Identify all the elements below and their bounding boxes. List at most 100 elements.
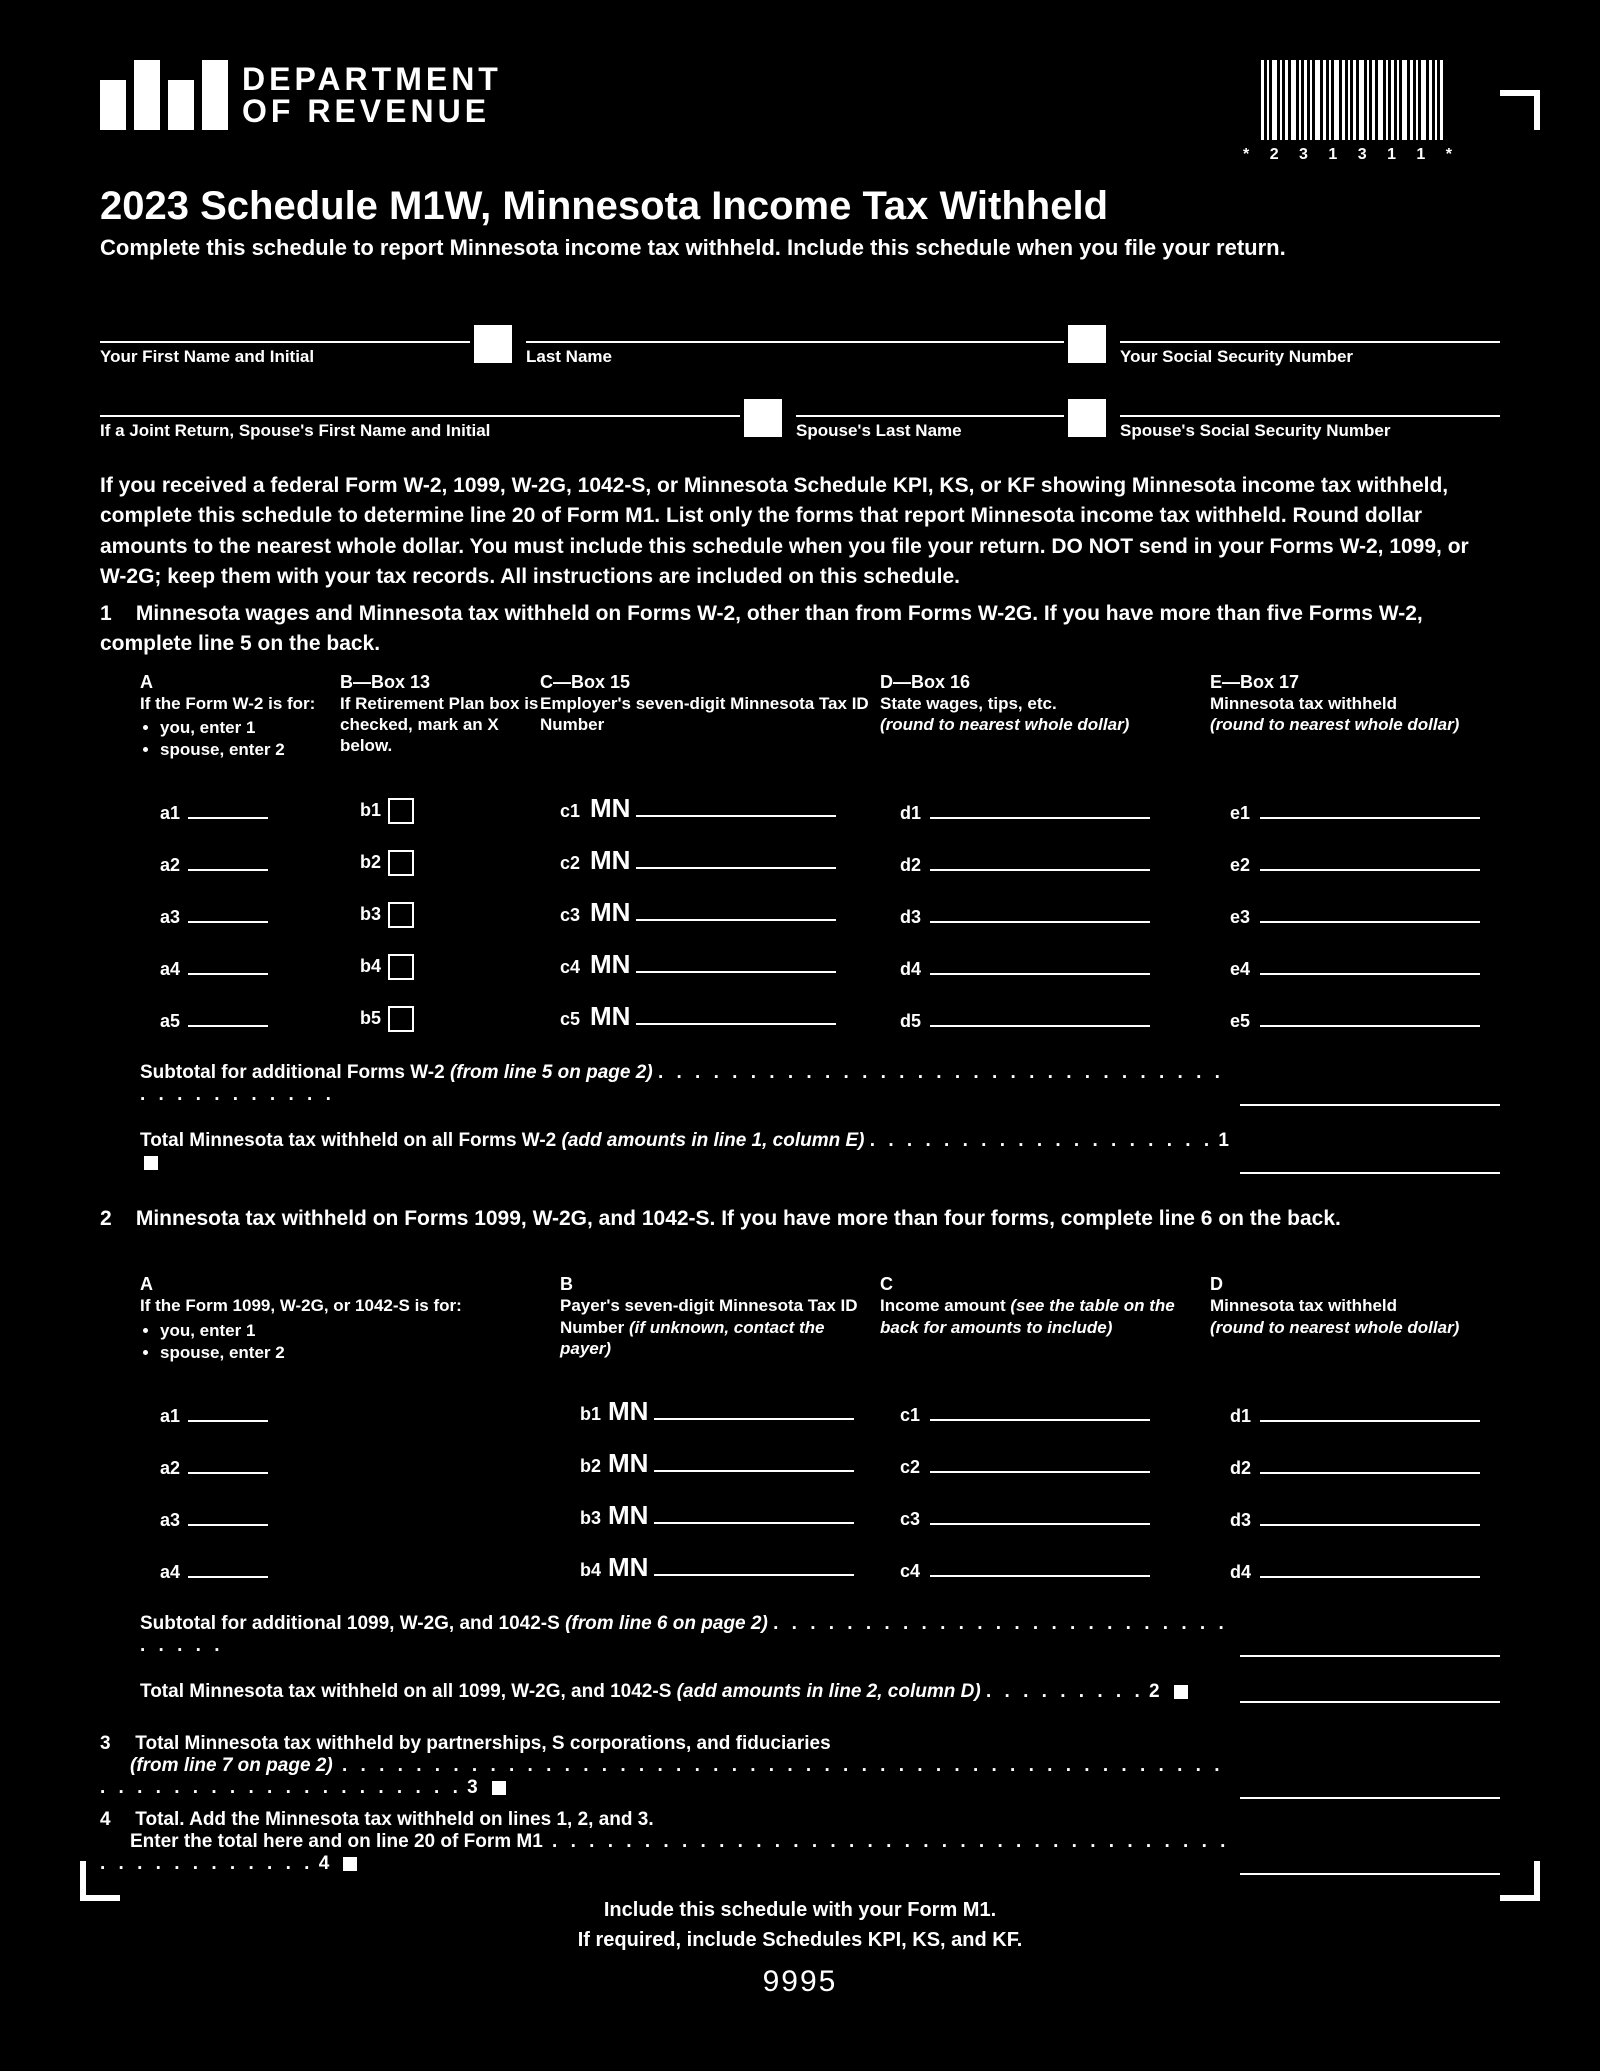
last-name-label: Last Name <box>526 347 1064 367</box>
col-a-b2: spouse, enter 2 <box>160 740 340 760</box>
w2-row: a4b4c4MNd4e4 <box>160 928 1500 980</box>
w2-a-input[interactable] <box>188 905 268 923</box>
s2-col-d-sub: Minnesota tax withheld(round to nearest … <box>1210 1295 1500 1338</box>
w2-c-input[interactable] <box>636 1005 836 1025</box>
w2-row: a5b5c5MNd5e5 <box>160 980 1500 1032</box>
section2-total-input[interactable] <box>1240 1681 1500 1703</box>
identity-block: Your First Name and Initial Last Name Yo… <box>100 311 1500 441</box>
line-1-number: 1 <box>100 599 130 629</box>
line-4-number: 4 <box>100 1809 130 1831</box>
f1099-d-input[interactable] <box>1260 1508 1480 1526</box>
f1099-b-input[interactable] <box>654 1504 854 1524</box>
barcode-label: * 2 3 1 3 1 1 * <box>1243 146 1460 164</box>
col-e-head: E—Box 17 <box>1210 672 1500 693</box>
crop-mark-tr <box>1500 90 1540 130</box>
f1099-b-input[interactable] <box>654 1452 854 1472</box>
section2-subtotal-input[interactable] <box>1240 1635 1500 1657</box>
f1099-a-input[interactable] <box>188 1404 268 1422</box>
section3-input[interactable] <box>1240 1777 1500 1799</box>
s2-col-b-head: B <box>560 1274 880 1295</box>
f1099-a-input[interactable] <box>188 1456 268 1474</box>
w2-e-input[interactable] <box>1260 905 1480 923</box>
s2-col-a-head: A <box>140 1274 560 1295</box>
f1099-d-input[interactable] <box>1260 1404 1480 1422</box>
w2-d-input[interactable] <box>930 957 1150 975</box>
last-name-input[interactable] <box>526 311 1064 343</box>
form1099-row: a1b1MNc1d1 <box>160 1375 1500 1427</box>
spouse-first-name-input[interactable] <box>100 385 740 417</box>
f1099-c-input[interactable] <box>930 1505 1150 1525</box>
s2-col-a-b1: you, enter 1 <box>160 1321 560 1341</box>
barcode-icon <box>1243 60 1460 140</box>
separator-box <box>474 325 512 363</box>
w2-d-input[interactable] <box>930 853 1150 871</box>
dept-line2: OF REVENUE <box>242 95 502 127</box>
section1-total-input[interactable] <box>1240 1152 1500 1174</box>
section1-headers: A If the Form W-2 is for: you, enter 1 s… <box>100 672 1500 762</box>
f1099-b-input[interactable] <box>654 1400 854 1420</box>
f1099-c-input[interactable] <box>930 1401 1150 1421</box>
spouse-last-name-input[interactable] <box>796 385 1064 417</box>
f1099-c-input[interactable] <box>930 1557 1150 1577</box>
marker-icon <box>492 1781 506 1795</box>
section1-rows: a1b1c1MNd1e1a2b2c2MNd2e2a3b3c3MNd3e3a4b4… <box>100 772 1500 1032</box>
w2-b-checkbox[interactable] <box>388 798 414 824</box>
first-name-input[interactable] <box>100 311 470 343</box>
w2-e-input[interactable] <box>1260 957 1480 975</box>
spouse-ssn-label: Spouse's Social Security Number <box>1120 421 1500 441</box>
form-subtitle: Complete this schedule to report Minneso… <box>100 235 1500 261</box>
w2-a-input[interactable] <box>188 853 268 871</box>
w2-a-input[interactable] <box>188 957 268 975</box>
w2-c-input[interactable] <box>636 901 836 921</box>
mn-logo-icon <box>100 60 230 130</box>
section2-headers: A If the Form 1099, W-2G, or 1042-S is f… <box>100 1274 1500 1364</box>
w2-c-input[interactable] <box>636 797 836 817</box>
f1099-c-input[interactable] <box>930 1453 1150 1473</box>
marker-icon <box>1174 1685 1188 1699</box>
w2-b-checkbox[interactable] <box>388 1006 414 1032</box>
line-4-text: Total. Add the Minnesota tax withheld on… <box>135 1809 653 1830</box>
section4-input[interactable] <box>1240 1853 1500 1875</box>
s2-col-c-head: C <box>880 1274 1210 1295</box>
spouse-ssn-input[interactable] <box>1120 385 1500 417</box>
ssn-input[interactable] <box>1120 311 1500 343</box>
w2-c-input[interactable] <box>636 953 836 973</box>
form-title: 2023 Schedule M1W, Minnesota Income Tax … <box>100 184 1500 229</box>
w2-b-checkbox[interactable] <box>388 850 414 876</box>
w2-e-input[interactable] <box>1260 1009 1480 1027</box>
ssn-label: Your Social Security Number <box>1120 347 1500 367</box>
spouse-last-name-label: Spouse's Last Name <box>796 421 1064 441</box>
s2-col-a-sub: If the Form 1099, W-2G, or 1042-S is for… <box>140 1295 560 1316</box>
col-a-head: A <box>140 672 340 693</box>
section1-subtotal: Subtotal for additional Forms W-2 (from … <box>100 1062 1500 1106</box>
separator-box <box>1068 325 1106 363</box>
w2-a-input[interactable] <box>188 801 268 819</box>
w2-a-input[interactable] <box>188 1009 268 1027</box>
section1-subtotal-input[interactable] <box>1240 1084 1500 1106</box>
spouse-first-name-label: If a Joint Return, Spouse's First Name a… <box>100 421 740 441</box>
line-2-text: Minnesota tax withheld on Forms 1099, W-… <box>136 1207 1341 1230</box>
w2-b-checkbox[interactable] <box>388 954 414 980</box>
line-2-intro: 2 Minnesota tax withheld on Forms 1099, … <box>100 1204 1500 1234</box>
f1099-a-input[interactable] <box>188 1560 268 1578</box>
col-a-b1: you, enter 1 <box>160 718 340 738</box>
w2-d-input[interactable] <box>930 801 1150 819</box>
form1099-row: a4b4MNc4d4 <box>160 1531 1500 1583</box>
f1099-d-input[interactable] <box>1260 1456 1480 1474</box>
crop-mark-br <box>1500 1861 1540 1901</box>
s2-col-a-b2: spouse, enter 2 <box>160 1343 560 1363</box>
f1099-a-input[interactable] <box>188 1508 268 1526</box>
s2-col-c-sub: Income amount (see the table on the back… <box>880 1295 1210 1338</box>
w2-c-input[interactable] <box>636 849 836 869</box>
w2-d-input[interactable] <box>930 1009 1150 1027</box>
dept-text: DEPARTMENT OF REVENUE <box>242 63 502 127</box>
f1099-d-input[interactable] <box>1260 1560 1480 1578</box>
f1099-b-input[interactable] <box>654 1556 854 1576</box>
w2-d-input[interactable] <box>930 905 1150 923</box>
w2-e-input[interactable] <box>1260 801 1480 819</box>
crop-mark-bl <box>80 1861 120 1901</box>
w2-b-checkbox[interactable] <box>388 902 414 928</box>
col-c-sub: Employer's seven-digit Minnesota Tax ID … <box>540 693 880 736</box>
line-1-intro: 1 Minnesota wages and Minnesota tax with… <box>100 599 1500 660</box>
w2-e-input[interactable] <box>1260 853 1480 871</box>
